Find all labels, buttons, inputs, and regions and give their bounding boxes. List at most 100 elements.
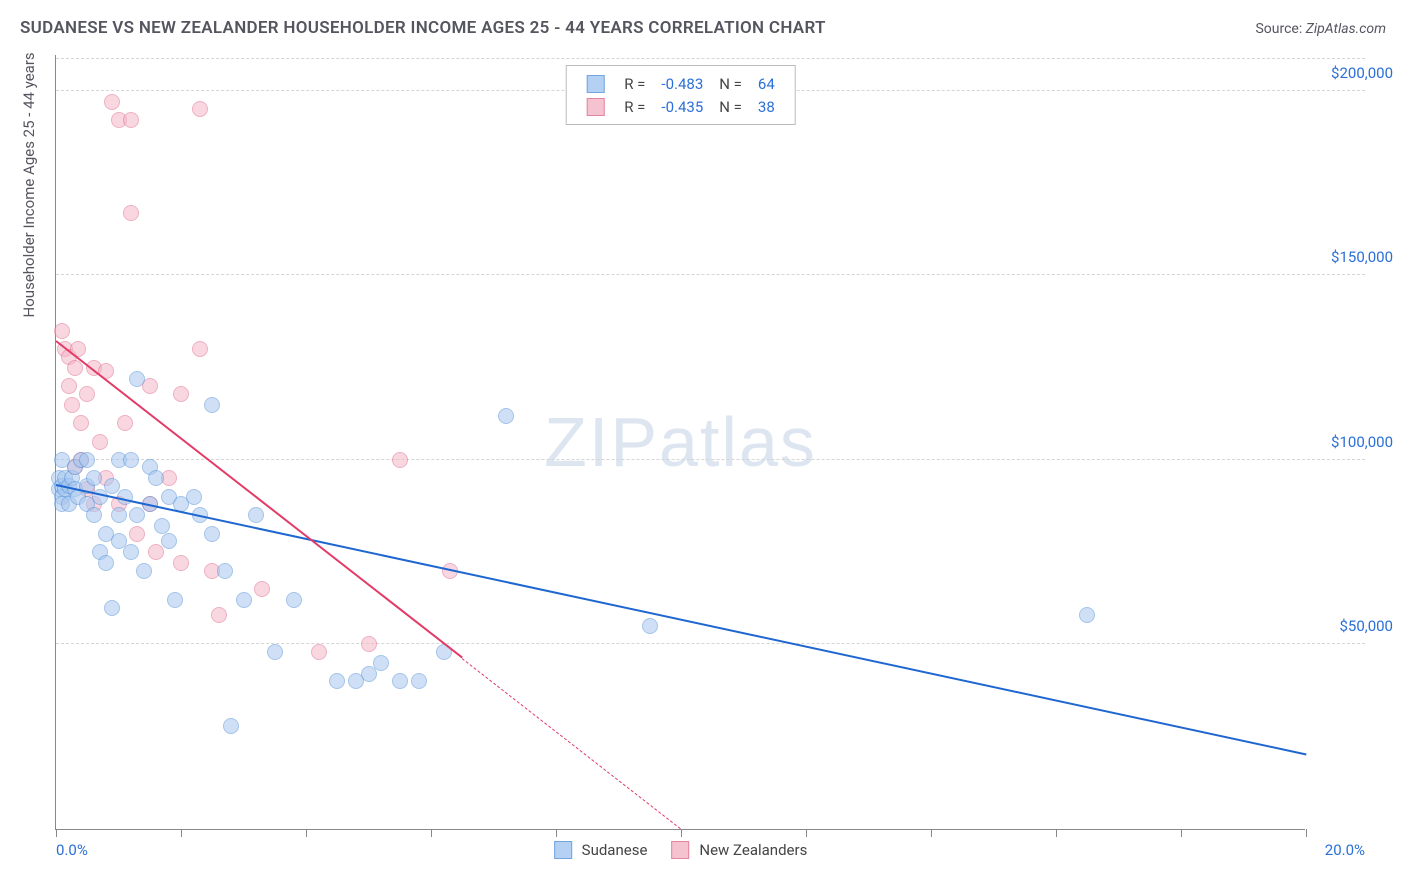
data-point-sudanese (154, 518, 170, 534)
data-point-nz (192, 341, 208, 357)
data-point-nz (64, 397, 80, 413)
data-point-sudanese (167, 592, 183, 608)
data-point-sudanese (86, 470, 102, 486)
data-point-nz (211, 607, 227, 623)
swatch-sudanese-icon (554, 841, 572, 859)
gridline (56, 459, 1365, 460)
data-point-nz (79, 386, 95, 402)
x-tick (806, 829, 807, 837)
gridline (56, 58, 1365, 59)
x-max-label: 20.0% (1325, 841, 1365, 859)
data-point-nz (173, 555, 189, 571)
data-point-nz (54, 323, 70, 339)
n-label: N = (711, 95, 750, 118)
y-axis-label: Householder Income Ages 25 - 44 years (20, 52, 38, 317)
data-point-sudanese (123, 452, 139, 468)
x-tick (681, 829, 682, 837)
data-point-nz (67, 360, 83, 376)
data-point-nz (148, 544, 164, 560)
legend-item-sudanese: Sudanese (554, 841, 648, 859)
data-point-nz (361, 636, 377, 652)
data-point-nz (173, 386, 189, 402)
data-point-sudanese (129, 507, 145, 523)
x-tick (431, 829, 432, 837)
data-point-nz (192, 101, 208, 117)
n-value-sudanese: 64 (750, 72, 783, 95)
chart-title: SUDANESE VS NEW ZEALANDER HOUSEHOLDER IN… (20, 18, 826, 38)
data-point-sudanese (98, 555, 114, 571)
x-min-label: 0.0% (56, 841, 88, 859)
data-point-sudanese (236, 592, 252, 608)
legend-label-nz: New Zealanders (699, 841, 807, 859)
data-point-nz (311, 644, 327, 660)
data-point-sudanese (186, 489, 202, 505)
y-tick-label: $100,000 (1313, 433, 1393, 451)
data-point-sudanese (373, 655, 389, 671)
x-tick (931, 829, 932, 837)
swatch-nz-icon (671, 841, 689, 859)
data-point-sudanese (129, 371, 145, 387)
data-point-sudanese (204, 526, 220, 542)
y-tick-label: $50,000 (1313, 617, 1393, 635)
data-point-sudanese (223, 718, 239, 734)
watermark-a: ZIP (544, 403, 659, 481)
data-point-sudanese (79, 452, 95, 468)
r-value-nz: -0.435 (653, 95, 711, 118)
data-point-sudanese (104, 600, 120, 616)
data-point-sudanese (248, 507, 264, 523)
data-point-sudanese (498, 408, 514, 424)
data-point-nz (254, 581, 270, 597)
x-tick (1181, 829, 1182, 837)
data-point-sudanese (392, 673, 408, 689)
data-point-sudanese (642, 618, 658, 634)
data-point-nz (392, 452, 408, 468)
data-point-sudanese (286, 592, 302, 608)
data-point-nz (73, 415, 89, 431)
gridline (56, 274, 1365, 275)
x-tick (1306, 829, 1307, 837)
r-label: R = (616, 95, 653, 118)
legend-item-nz: New Zealanders (671, 841, 807, 859)
data-point-sudanese (329, 673, 345, 689)
plot-area: ZIPatlas R = -0.483 N = 64 R = -0.435 N … (55, 55, 1305, 830)
data-point-nz (123, 112, 139, 128)
x-tick (556, 829, 557, 837)
n-value-nz: 38 (750, 95, 783, 118)
r-value-sudanese: -0.483 (653, 72, 711, 95)
swatch-nz-icon (586, 98, 604, 116)
data-point-nz (61, 378, 77, 394)
y-tick-label: $150,000 (1313, 248, 1393, 266)
r-label: R = (616, 72, 653, 95)
data-point-sudanese (136, 563, 152, 579)
gridline (56, 643, 1365, 644)
data-point-sudanese (267, 644, 283, 660)
x-tick (1056, 829, 1057, 837)
data-point-sudanese (361, 666, 377, 682)
data-point-sudanese (1079, 607, 1095, 623)
data-point-nz (104, 94, 120, 110)
legend-series: Sudanese New Zealanders (544, 841, 818, 859)
legend-row-sudanese: R = -0.483 N = 64 (578, 72, 783, 95)
source-name: ZipAtlas.com (1306, 21, 1386, 37)
data-point-sudanese (217, 563, 233, 579)
data-point-sudanese (148, 470, 164, 486)
y-tick-label: $200,000 (1313, 64, 1393, 82)
trendline-sudanese (56, 484, 1306, 755)
legend-row-nz: R = -0.435 N = 38 (578, 95, 783, 118)
legend-label-sudanese: Sudanese (582, 841, 648, 859)
data-point-nz (123, 205, 139, 221)
data-point-sudanese (123, 544, 139, 560)
trendline-nz-dashed (462, 658, 681, 829)
title-bar: SUDANESE VS NEW ZEALANDER HOUSEHOLDER IN… (20, 18, 1386, 38)
source: Source: ZipAtlas.com (1255, 21, 1386, 37)
watermark-b: atlas (659, 403, 817, 481)
data-point-nz (117, 415, 133, 431)
data-point-sudanese (161, 533, 177, 549)
n-label: N = (711, 72, 750, 95)
data-point-sudanese (86, 507, 102, 523)
x-tick (56, 829, 57, 837)
swatch-sudanese-icon (586, 75, 604, 93)
x-tick (181, 829, 182, 837)
watermark: ZIPatlas (544, 402, 817, 482)
data-point-sudanese (411, 673, 427, 689)
